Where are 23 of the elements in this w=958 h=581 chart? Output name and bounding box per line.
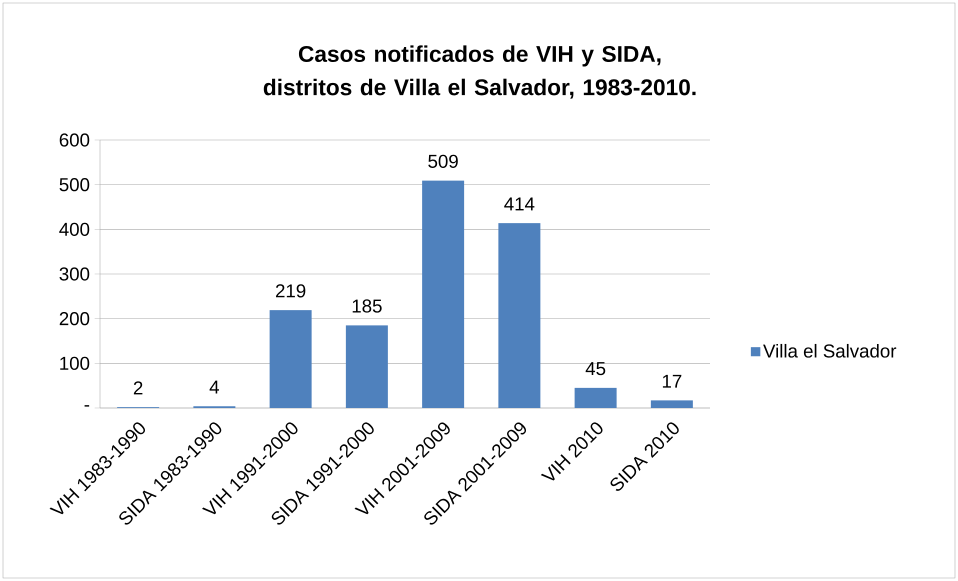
- chart-title: Casos notificados de VIH y SIDA, distritos de Villa el Salvador, 1983-2010.: [264, 45, 696, 99]
- y-tick-label: 400: [59, 222, 90, 236]
- y-tick-label: 500: [60, 178, 90, 192]
- data-label: 45: [586, 362, 606, 376]
- legend-label: Villa el Salvador: [763, 344, 896, 358]
- data-label: 414: [504, 198, 534, 210]
- bar: [650, 400, 693, 408]
- bar: [270, 310, 312, 408]
- data-label: 185: [352, 299, 382, 313]
- data-label: 2: [134, 381, 142, 394]
- data-label: 509: [428, 154, 458, 168]
- data-label: 17: [662, 374, 682, 388]
- y-tick-label: 200: [60, 312, 90, 326]
- bar: [346, 325, 388, 408]
- bar: [498, 223, 540, 408]
- data-label: 4: [210, 380, 220, 394]
- bar: [422, 180, 464, 408]
- y-tick-label: 600: [60, 133, 90, 147]
- y-tick-label: 100: [60, 356, 90, 370]
- data-label: 219: [276, 284, 306, 298]
- y-tick-label: 300: [60, 267, 90, 281]
- bar: [574, 388, 617, 408]
- y-tick-label: -: [84, 405, 90, 407]
